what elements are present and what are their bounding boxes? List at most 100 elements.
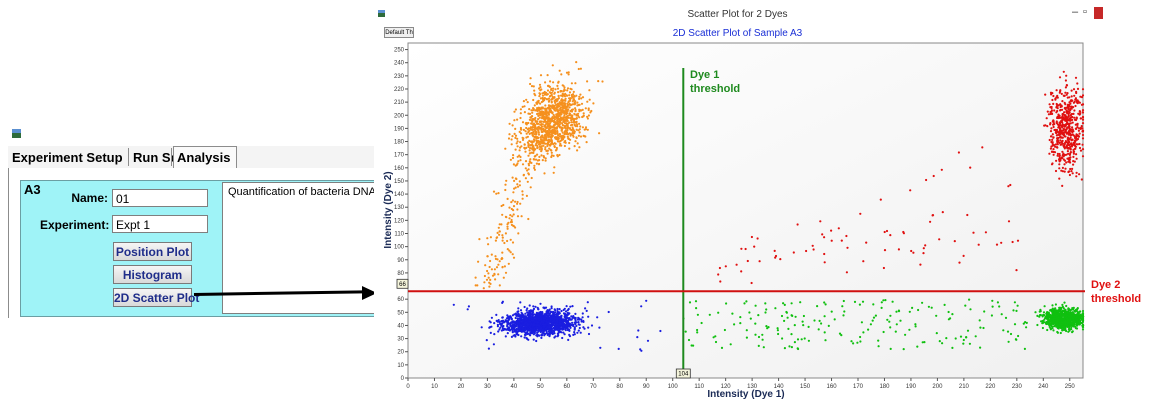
double-positive-point <box>1066 96 1069 99</box>
tab-experiment-setup[interactable]: Experiment Setup <box>12 150 123 165</box>
dye2-positive-point <box>542 144 545 147</box>
experiment-field[interactable]: Expt 1 <box>112 215 208 233</box>
dye1-positive-point <box>1059 307 1062 310</box>
dye2-positive-point <box>586 117 589 120</box>
dye2-positive-point <box>509 251 512 254</box>
double-positive-point <box>724 265 727 268</box>
dye1-positive-point <box>1070 308 1073 311</box>
close-button[interactable] <box>1094 7 1103 19</box>
negative-point <box>518 319 521 322</box>
dye1-positive-point <box>1051 308 1054 311</box>
dye1-positive-point <box>754 333 757 336</box>
dye2-positive-point <box>570 119 573 122</box>
double-positive-point <box>1050 109 1053 112</box>
double-positive-point <box>1072 101 1075 104</box>
dye2-positive-point <box>586 80 589 83</box>
negative-point <box>535 334 538 337</box>
y-tick-label: 180 <box>394 140 405 146</box>
dye1-positive-point <box>899 319 902 322</box>
minimize-button[interactable]: – <box>1072 6 1079 18</box>
double-positive-point <box>1078 146 1082 150</box>
dye2-positive-point <box>532 98 535 102</box>
dye2-positive-point <box>522 137 525 140</box>
negative-point <box>519 309 523 312</box>
position-plot-button[interactable]: Position Plot <box>113 242 192 261</box>
negative-point <box>569 326 572 329</box>
negative-point <box>556 307 559 311</box>
dye1-positive-point <box>921 301 924 304</box>
dye2-positive-point <box>538 95 541 98</box>
dye2-positive-point <box>597 80 600 83</box>
maximize-button[interactable]: ▫ <box>1083 6 1087 18</box>
dye2-positive-point <box>557 134 560 137</box>
dye1-positive-point <box>1068 315 1071 318</box>
dye1-positive-point <box>882 330 885 334</box>
negative-point <box>534 313 537 316</box>
dye2-positive-point <box>546 74 549 77</box>
dye2-positive-point <box>566 131 569 134</box>
dye2-positive-point <box>551 89 554 92</box>
dye2-positive-point <box>577 103 580 107</box>
dye2-positive-point <box>502 203 505 207</box>
dye1-positive-point <box>1040 320 1043 323</box>
dye2-positive-point <box>518 149 521 152</box>
histogram-button[interactable]: Histogram <box>113 265 192 284</box>
dye2-positive-point <box>524 150 527 153</box>
default-threshold-button[interactable]: Default Th <box>384 27 414 38</box>
dye2-positive-point <box>563 95 567 98</box>
tab-analysis[interactable]: Analysis <box>173 146 237 169</box>
x-tick-label: 100 <box>668 384 679 390</box>
double-positive-point <box>1076 82 1079 85</box>
dye1-positive-point <box>1039 310 1042 313</box>
negative-point <box>573 331 576 334</box>
double-positive-point <box>1068 101 1071 104</box>
double-positive-point <box>1056 123 1059 126</box>
negative-point <box>508 316 511 319</box>
dye1-positive-point <box>762 346 765 349</box>
scatter-plot-button[interactable]: 2D Scatter Plot <box>113 288 199 307</box>
double-positive-point <box>1064 91 1067 94</box>
dye2-positive-point <box>526 101 529 104</box>
double-positive-point <box>1078 110 1081 113</box>
x-tick-label: 70 <box>590 384 597 390</box>
dye2-positive-point <box>522 174 525 177</box>
name-field[interactable]: 01 <box>112 189 208 207</box>
dye2-positive-point <box>567 101 570 104</box>
double-positive-point <box>1000 241 1003 244</box>
dye2-positive-point <box>527 154 530 157</box>
double-positive-point <box>1073 109 1076 112</box>
negative-point <box>576 331 579 334</box>
negative-point <box>545 318 548 321</box>
dye1-positive-point <box>813 319 816 322</box>
dye2-positive-point <box>563 130 566 133</box>
dye2-positive-point <box>478 238 481 241</box>
double-positive-point <box>1070 95 1073 98</box>
dye2-positive-point <box>511 253 514 256</box>
dye1-positive-point <box>696 331 699 334</box>
negative-point <box>567 338 570 341</box>
dye2-positive-point <box>500 223 503 226</box>
dye2-positive-point <box>573 145 576 148</box>
dye1-positive-point <box>1081 309 1085 313</box>
dye2-positive-point <box>552 81 555 84</box>
dye2-positive-point <box>516 183 519 186</box>
dye1-positive-point <box>1081 324 1085 327</box>
dye2-positive-point <box>547 117 550 121</box>
dye2-positive-point <box>494 257 497 260</box>
dye2-positive-point <box>539 86 542 89</box>
dye1-positive-point <box>748 311 751 314</box>
x-tick-label: 170 <box>853 384 864 390</box>
double-positive-point <box>1058 163 1061 166</box>
negative-point <box>559 323 562 326</box>
dye2-positive-point <box>560 73 563 76</box>
dye2-positive-point <box>575 113 578 116</box>
dye1-positive-point <box>745 336 748 339</box>
double-positive-point <box>740 270 743 273</box>
dye1-positive-point <box>841 305 844 308</box>
double-positive-point <box>1078 113 1081 116</box>
dye2-positive-point <box>561 92 564 95</box>
scatter-chart: 0 10 20 30 40 50 60 70 80 90 100 110 120 130 140 150 160… <box>383 42 1085 400</box>
negative-point <box>466 308 469 311</box>
dye2-positive-point <box>558 153 561 157</box>
negative-point <box>556 335 559 338</box>
